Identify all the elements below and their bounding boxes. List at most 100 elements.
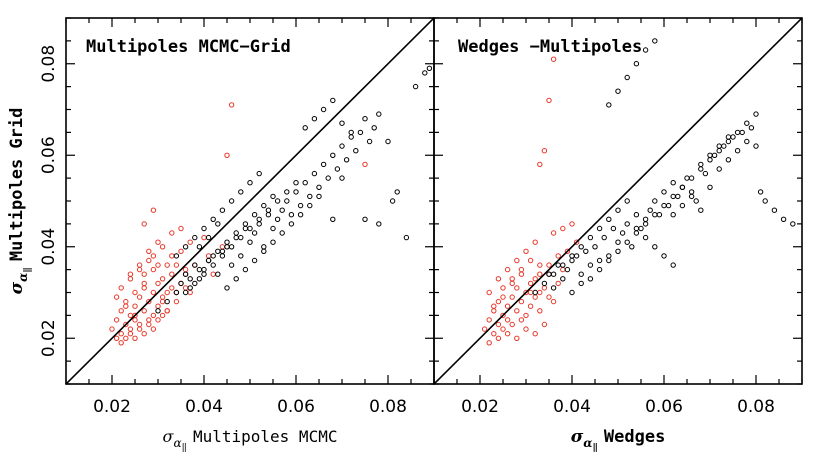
right-point-s0-38 bbox=[518, 266, 525, 273]
left-point-s0-16 bbox=[150, 289, 157, 296]
left-point-s1-39 bbox=[343, 157, 350, 163]
left-point-s1-67 bbox=[182, 244, 189, 250]
right-point-s0-2 bbox=[491, 331, 497, 337]
left-point-s1-5 bbox=[187, 285, 193, 291]
right-point-s0-29 bbox=[486, 340, 492, 346]
right-point-s1-76 bbox=[652, 212, 658, 218]
right-point-s0-9 bbox=[504, 317, 511, 323]
right-point-s0-33 bbox=[523, 326, 529, 332]
right-point-s1-78 bbox=[670, 193, 676, 200]
right-point-s1-44 bbox=[739, 129, 745, 136]
left-point-s0-18 bbox=[155, 303, 161, 309]
left-point-s0-32 bbox=[123, 335, 129, 341]
left-point-s1-64 bbox=[284, 189, 290, 195]
left-point-s1-22 bbox=[265, 212, 272, 218]
right-point-s0-1 bbox=[486, 317, 492, 323]
left-point-s1-83 bbox=[288, 221, 295, 227]
left-point-s1-54 bbox=[192, 280, 198, 287]
left-point-s1-105 bbox=[224, 239, 230, 245]
right-point-s1-66 bbox=[670, 262, 676, 268]
left-point-s1-101 bbox=[187, 276, 193, 282]
left-point-s0-78 bbox=[224, 152, 230, 159]
left-point-s1-50 bbox=[412, 83, 419, 90]
right-point-s1-91 bbox=[633, 61, 640, 67]
right-point-s1-43 bbox=[734, 148, 741, 154]
left-point-s0-54 bbox=[173, 262, 180, 268]
left-point-s0-31 bbox=[118, 340, 124, 346]
right-point-s1-16 bbox=[610, 225, 617, 232]
right-x-axis-title: σα‖ Wedges bbox=[571, 427, 666, 453]
left-point-s0-1 bbox=[113, 317, 120, 323]
right-point-s1-61 bbox=[624, 198, 630, 204]
left-point-s1-16 bbox=[238, 253, 244, 259]
left-point-s0-7 bbox=[127, 326, 134, 332]
left-point-s1-51 bbox=[422, 70, 428, 76]
left-point-s1-25 bbox=[279, 207, 285, 213]
right-x-axis-sigma: σ bbox=[571, 427, 584, 447]
right-point-s1-72 bbox=[615, 248, 621, 255]
right-point-s1-17 bbox=[615, 239, 621, 245]
right-point-s0-4 bbox=[495, 321, 502, 328]
right-point-s0-23 bbox=[537, 289, 543, 296]
left-point-s0-46 bbox=[169, 253, 175, 259]
left-point-s0-71 bbox=[136, 262, 143, 268]
right-point-s1-3 bbox=[550, 285, 557, 291]
left-point-s0-26 bbox=[173, 298, 180, 305]
left-point-s1-100 bbox=[215, 221, 221, 227]
left-point-s1-87 bbox=[302, 125, 308, 131]
right-point-s0-19 bbox=[527, 280, 534, 287]
left-point-s1-75 bbox=[256, 170, 262, 177]
left-point-s1-52 bbox=[426, 65, 433, 72]
right-point-s0-34 bbox=[532, 331, 538, 337]
left-point-s1-104 bbox=[215, 248, 221, 255]
right-point-s1-28 bbox=[665, 202, 672, 209]
right-point-s0-52 bbox=[486, 289, 492, 296]
right-point-s1-38 bbox=[711, 152, 718, 159]
left-point-s1-14 bbox=[228, 262, 235, 268]
right-point-s1-14 bbox=[601, 234, 607, 241]
left-point-s0-2 bbox=[118, 331, 124, 337]
left-x-axis-sigma: σ bbox=[163, 427, 175, 446]
left-point-s0-24 bbox=[169, 285, 175, 291]
left-point-s0-66 bbox=[182, 285, 189, 291]
left-point-s0-39 bbox=[155, 317, 161, 323]
right-point-s0-10 bbox=[509, 294, 515, 300]
right-point-s1-51 bbox=[780, 216, 787, 223]
left-y-tick-label-2: 0.06 bbox=[39, 136, 59, 174]
left-point-s1-108 bbox=[251, 212, 258, 218]
left-point-s1-32 bbox=[311, 170, 318, 177]
right-point-s1-70 bbox=[596, 266, 603, 273]
left-point-s1-24 bbox=[274, 216, 281, 223]
right-point-s0-62 bbox=[541, 148, 548, 154]
left-point-s0-70 bbox=[127, 271, 134, 277]
right-point-s1-42 bbox=[730, 134, 736, 140]
right-point-s0-40 bbox=[537, 271, 543, 277]
left-point-s0-67 bbox=[210, 271, 216, 277]
left-x-tick-label-3: 0.08 bbox=[369, 397, 407, 417]
right-point-s0-45 bbox=[491, 303, 497, 309]
left-point-s1-23 bbox=[270, 225, 276, 232]
right-points-group bbox=[481, 38, 796, 346]
right-point-s1-82 bbox=[707, 157, 713, 163]
right-point-s0-42 bbox=[555, 253, 561, 259]
left-point-s1-106 bbox=[233, 230, 239, 236]
left-point-s0-17 bbox=[150, 312, 157, 319]
left-point-s1-0 bbox=[155, 308, 161, 314]
right-point-s1-32 bbox=[684, 175, 690, 181]
right-point-s1-87 bbox=[753, 111, 759, 117]
right-point-s1-69 bbox=[587, 276, 594, 282]
right-point-s1-71 bbox=[606, 257, 612, 264]
left-point-s1-43 bbox=[362, 116, 368, 122]
left-point-s1-41 bbox=[353, 148, 359, 154]
right-panel: 0.02 0.04 0.06 0.08 Wedges −Multipoles σα‖ W… bbox=[433, 17, 803, 453]
right-point-s1-68 bbox=[578, 280, 584, 287]
left-point-s0-11 bbox=[136, 321, 143, 328]
right-point-s0-15 bbox=[518, 298, 525, 305]
right-point-s0-57 bbox=[532, 239, 538, 245]
right-point-s0-41 bbox=[546, 262, 552, 268]
right-point-s1-100 bbox=[725, 134, 732, 140]
left-point-s1-95 bbox=[389, 198, 396, 204]
left-point-s1-85 bbox=[307, 202, 313, 209]
left-point-s1-34 bbox=[320, 161, 327, 168]
right-point-s1-67 bbox=[569, 289, 575, 296]
